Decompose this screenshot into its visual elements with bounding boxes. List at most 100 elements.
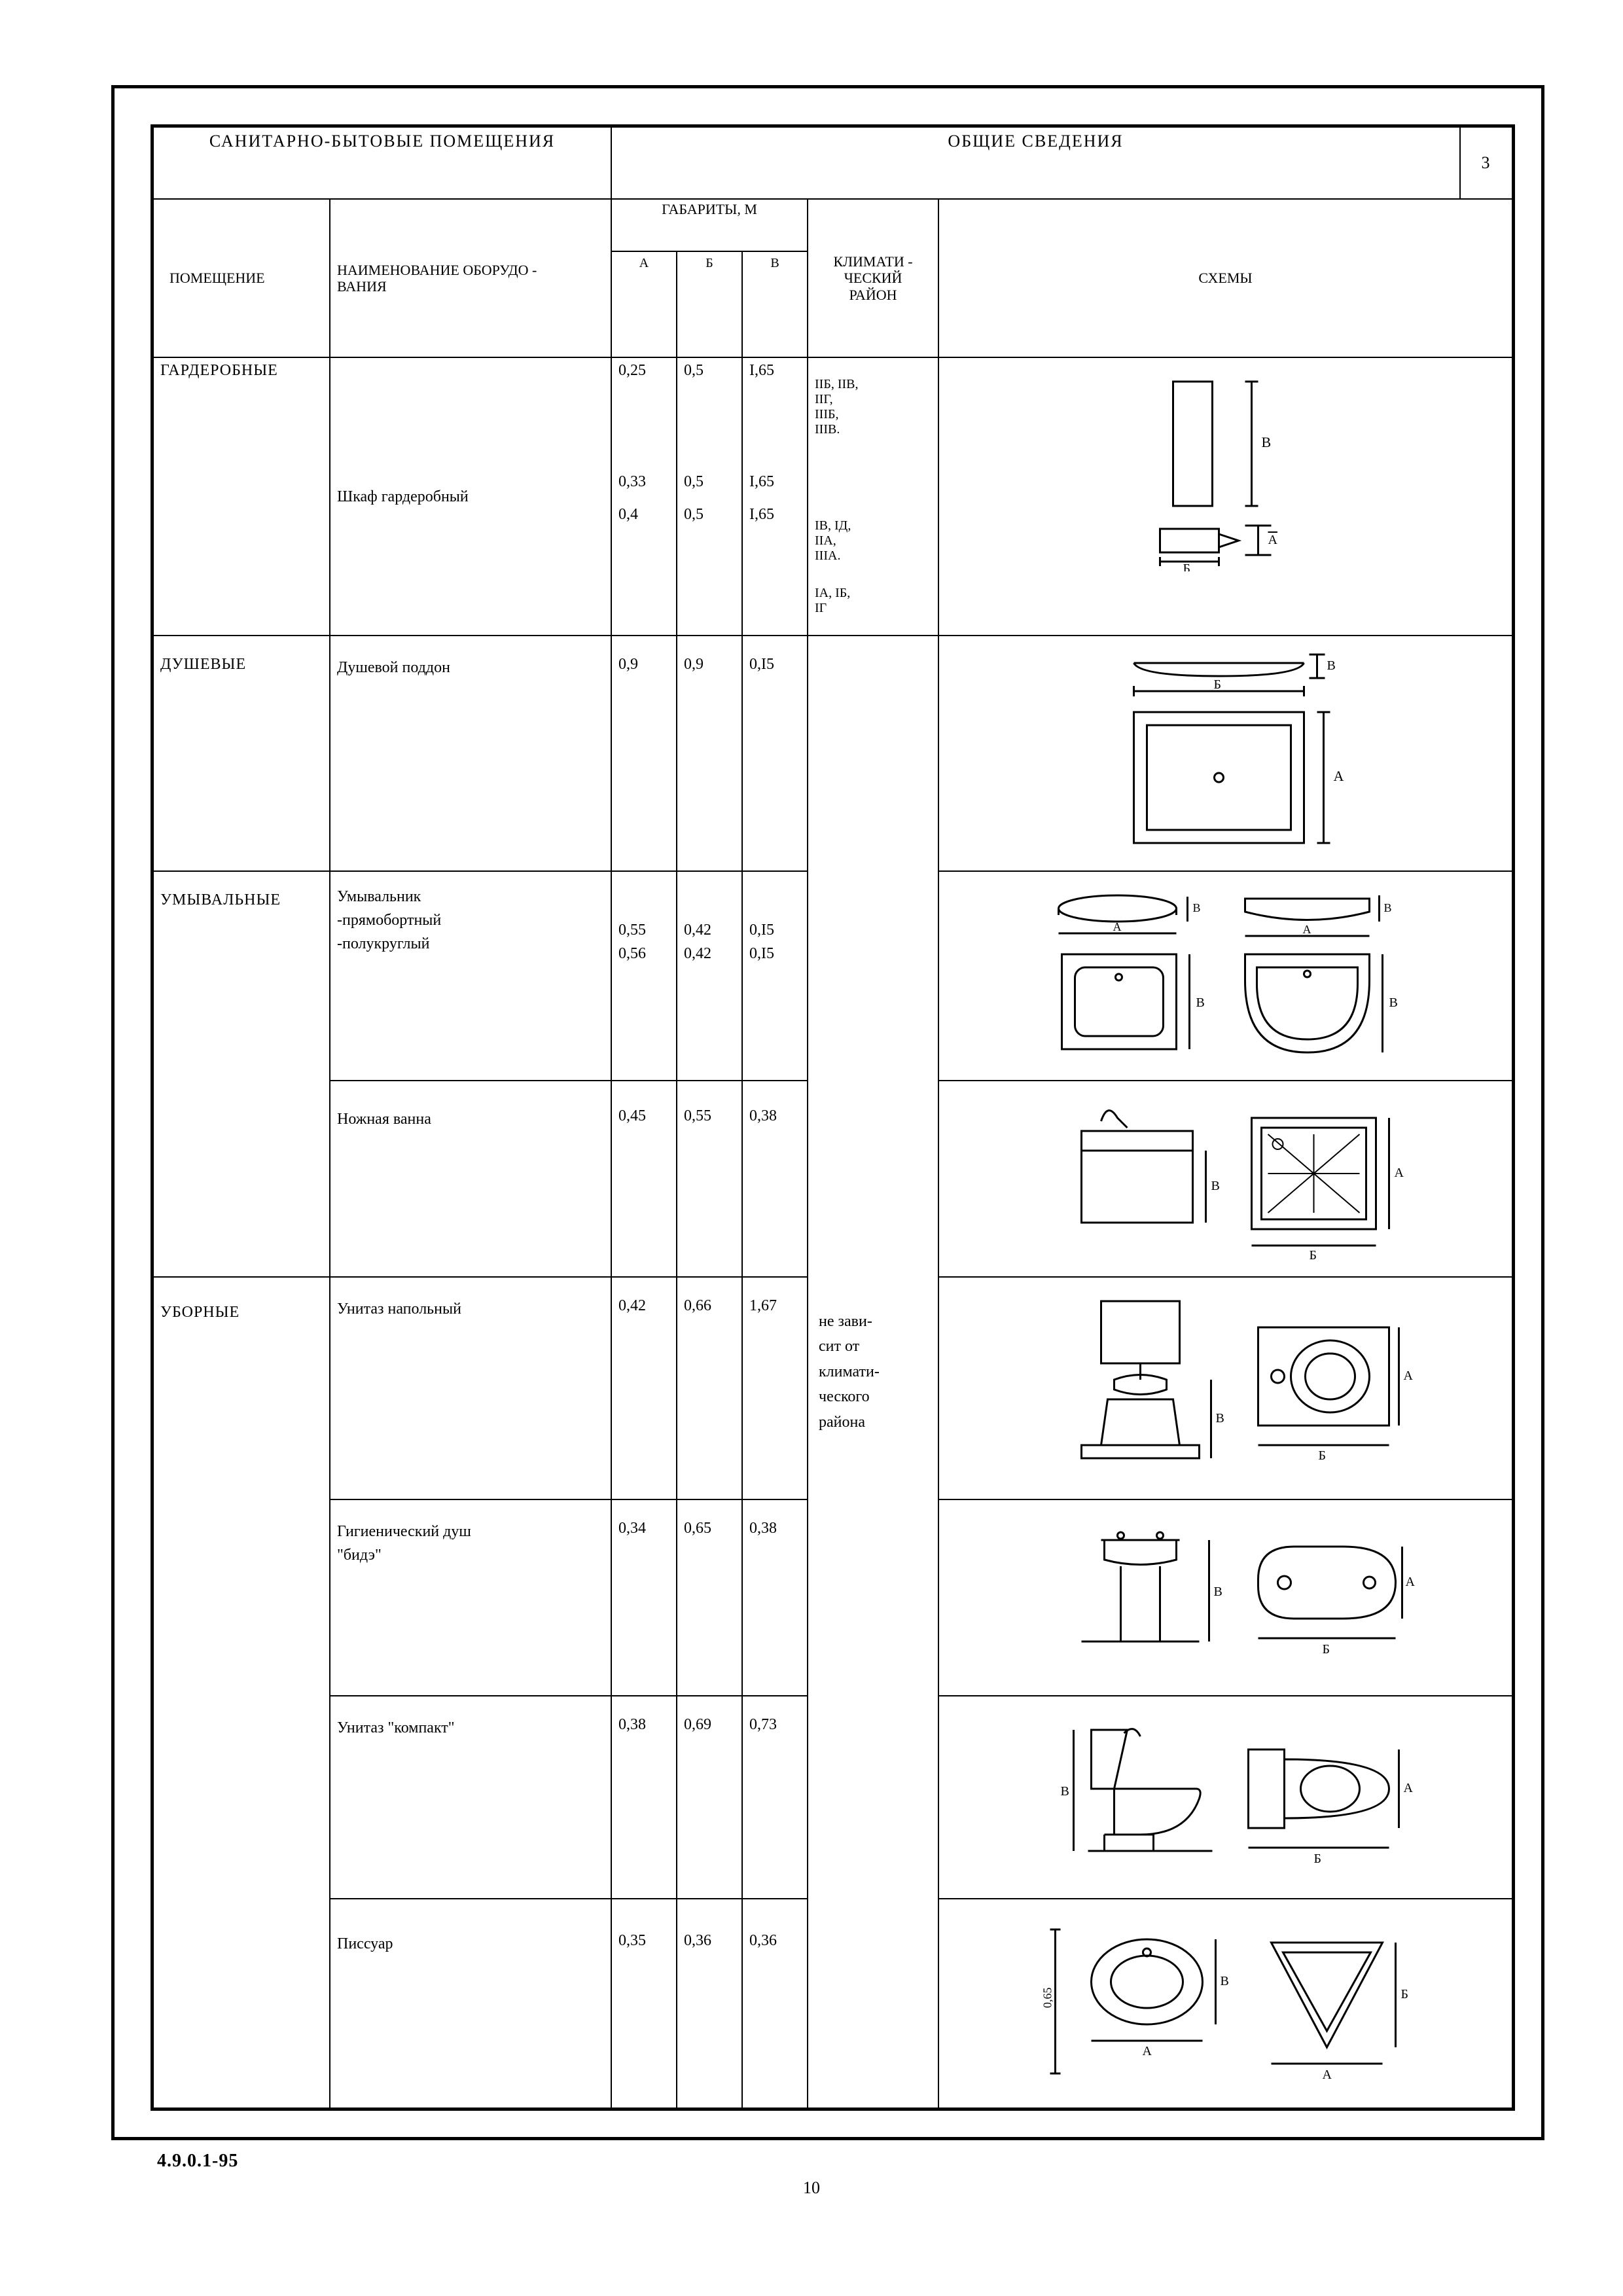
dimB-cell: 0,9	[677, 636, 742, 871]
svg-text:Б: Б	[1319, 1448, 1326, 1463]
svg-text:А: А	[1113, 920, 1122, 933]
dimV-cell: 0,I5 0,I5	[742, 871, 808, 1081]
svg-text:Б: Б	[1401, 1987, 1408, 2001]
equipment-cell: Душевой поддон	[330, 636, 611, 871]
scheme-cell: В	[938, 1081, 1512, 1277]
dimA-cell: 0,38	[611, 1696, 677, 1899]
dimA-cell: 0,9	[611, 636, 677, 871]
footer-page-number: 10	[803, 2178, 820, 2198]
equipment-cell: Писсуар	[330, 1899, 611, 2108]
svg-text:В: В	[1061, 1784, 1069, 1799]
svg-text:А: А	[1303, 923, 1311, 936]
shower-tray-scheme-icon: В Б А	[946, 640, 1505, 863]
dimV-cell: I,65 I,65 I,65	[742, 357, 808, 636]
svg-text:Б: Б	[1314, 1852, 1321, 1866]
svg-text:А: А	[1404, 1369, 1414, 1383]
svg-text:А: А	[1323, 2068, 1332, 2082]
table-row: ДУШЕВЫЕ Душевой поддон 0,9 0,9 0,I5 не з…	[153, 636, 1512, 871]
title-right: ОБЩИЕ СВЕДЕНИЯ	[611, 127, 1460, 199]
compact-toilet-scheme-icon: В А Б	[946, 1700, 1505, 1890]
svg-text:А: А	[1395, 1166, 1404, 1180]
svg-text:В: В	[1196, 996, 1205, 1010]
title-left: САНИТАРНО-БЫТОВЫЕ ПОМЕЩЕНИЯ	[153, 127, 611, 199]
scheme-cell: А В В	[938, 871, 1512, 1081]
svg-text:В: В	[1327, 658, 1336, 673]
col-dimB: Б	[677, 251, 742, 357]
dimB-cell: 0,5 0,5 0,5	[677, 357, 742, 636]
col-climate: КЛИМАТИ - ЧЕСКИЙ РАЙОН	[808, 199, 938, 357]
svg-text:А: А	[1406, 1575, 1416, 1589]
room-cell: ГАРДЕРОБНЫЕ	[153, 357, 330, 636]
page-number: 3	[1460, 127, 1512, 199]
svg-text:Б: Б	[1323, 1642, 1330, 1657]
dimV-cell: 0,38	[742, 1499, 808, 1696]
urinal-scheme-icon: 0,65 В А	[946, 1903, 1505, 2100]
dimV-cell: 0,36	[742, 1899, 808, 2108]
room-cell: ДУШЕВЫЕ	[153, 636, 330, 871]
dimB-cell: 0,69	[677, 1696, 742, 1899]
svg-text:А: А	[1404, 1781, 1414, 1795]
svg-text:В: В	[1389, 996, 1398, 1010]
scheme-cell: В А Б	[938, 1277, 1512, 1499]
dimB-cell: 0,65	[677, 1499, 742, 1696]
dimV-cell: 1,67	[742, 1277, 808, 1499]
dimA-cell: 0,25 0,33 0,4	[611, 357, 677, 636]
svg-text:В: В	[1221, 1974, 1229, 1988]
wardrobe-scheme-icon: В Б А	[946, 362, 1505, 571]
svg-text:А: А	[1143, 2044, 1152, 2058]
dimA-cell: 0,42	[611, 1277, 677, 1499]
bidet-scheme-icon: В А Б	[946, 1504, 1505, 1687]
scheme-cell: В Б А	[938, 357, 1512, 636]
scheme-cell: В А Б	[938, 1696, 1512, 1899]
climate-common-cell: не зави- сит от климати- ческого района	[808, 636, 938, 2108]
dimB-cell: 0,36	[677, 1899, 742, 2108]
col-dimensions: ГАБАРИТЫ, М	[611, 199, 808, 251]
svg-text:Б: Б	[1214, 677, 1221, 692]
svg-text:0,65: 0,65	[1041, 1988, 1054, 2009]
scheme-cell: 0,65 В А	[938, 1899, 1512, 2108]
equipment-cell: Шкаф гардеробный	[330, 357, 611, 636]
foot-bath-scheme-icon: В	[946, 1085, 1505, 1268]
washbasin-scheme-icon: А В В	[946, 876, 1505, 1072]
spec-table: САНИТАРНО-БЫТОВЫЕ ПОМЕЩЕНИЯ ОБЩИЕ СВЕДЕН…	[152, 126, 1513, 2109]
scheme-cell: В Б А	[938, 636, 1512, 871]
col-schemes: СХЕМЫ	[938, 199, 1512, 357]
table-row: ГАРДЕРОБНЫЕ Шкаф гардеробный 0,25 0,33 0…	[153, 357, 1512, 636]
column-header-row: ПОМЕЩЕНИЕ НАИМЕНОВАНИЕ ОБОРУДО - ВАНИЯ Г…	[153, 199, 1512, 251]
dimA-cell: 0,34	[611, 1499, 677, 1696]
equipment-cell: Ножная ванна	[330, 1081, 611, 1277]
svg-text:В: В	[1384, 901, 1392, 914]
svg-text:В: В	[1262, 434, 1272, 450]
dimV-cell: 0,73	[742, 1696, 808, 1899]
svg-text:В: В	[1214, 1585, 1222, 1599]
dimV-cell: 0,I5	[742, 636, 808, 871]
equipment-cell: Унитаз "компакт"	[330, 1696, 611, 1899]
col-dimA: А	[611, 251, 677, 357]
col-equipment: НАИМЕНОВАНИЕ ОБОРУДО - ВАНИЯ	[330, 199, 611, 357]
svg-text:Б: Б	[1310, 1248, 1317, 1263]
svg-text:А: А	[1268, 533, 1278, 547]
dimA-cell: 0,55 0,56	[611, 871, 677, 1081]
svg-text:В: В	[1193, 901, 1201, 914]
col-dimV: В	[742, 251, 808, 357]
equipment-cell: Унитаз напольный	[330, 1277, 611, 1499]
dimB-cell: 0,55	[677, 1081, 742, 1277]
dimB-cell: 0,66	[677, 1277, 742, 1499]
svg-text:Б: Б	[1183, 562, 1190, 571]
climate-cell: IIБ, IIВ, IIГ, IIIБ, IIIВ. IВ, IД, IIА, …	[808, 357, 938, 636]
title-row: САНИТАРНО-БЫТОВЫЕ ПОМЕЩЕНИЯ ОБЩИЕ СВЕДЕН…	[153, 127, 1512, 199]
equipment-cell: Умывальник -прямобортный -полукруглый	[330, 871, 611, 1081]
col-room: ПОМЕЩЕНИЕ	[153, 199, 330, 357]
scheme-cell: В А Б	[938, 1499, 1512, 1696]
document-code: 4.9.0.1-95	[157, 2151, 238, 2172]
svg-text:В: В	[1216, 1411, 1224, 1426]
dimA-cell: 0,45	[611, 1081, 677, 1277]
room-cell: УБОРНЫЕ	[153, 1277, 330, 2108]
equipment-cell: Гигиенический душ "бидэ"	[330, 1499, 611, 1696]
svg-text:А: А	[1334, 768, 1344, 784]
svg-text:В: В	[1211, 1179, 1220, 1193]
floor-toilet-scheme-icon: В А Б	[946, 1282, 1505, 1491]
dimA-cell: 0,35	[611, 1899, 677, 2108]
dimV-cell: 0,38	[742, 1081, 808, 1277]
dimB-cell: 0,42 0,42	[677, 871, 742, 1081]
